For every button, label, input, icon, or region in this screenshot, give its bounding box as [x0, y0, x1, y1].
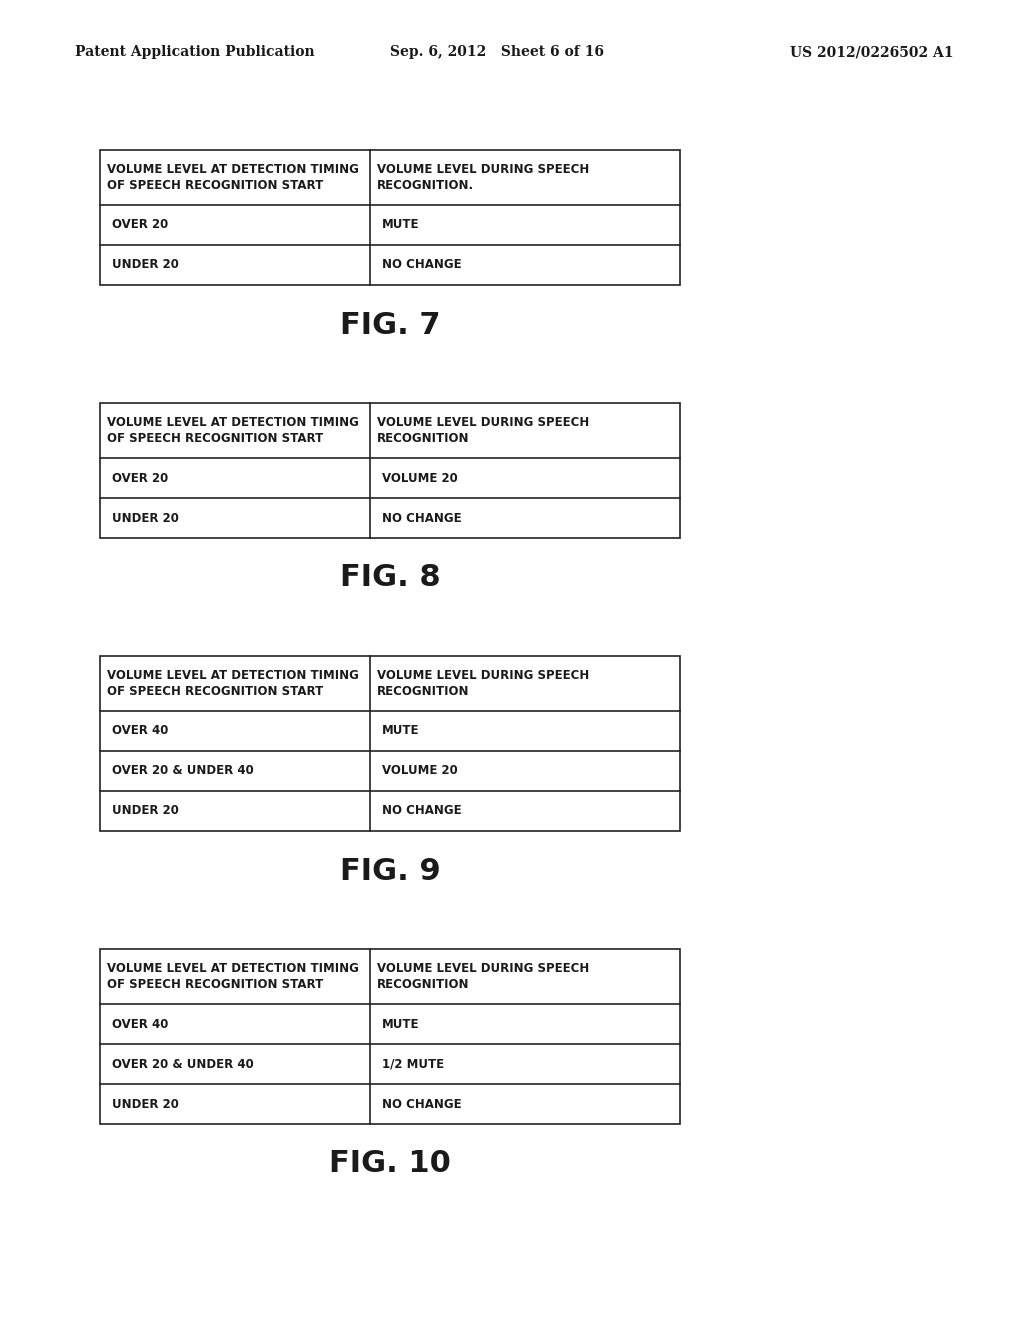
Text: OVER 40: OVER 40	[112, 1018, 168, 1031]
Text: NO CHANGE: NO CHANGE	[382, 1097, 462, 1110]
Text: FIG. 10: FIG. 10	[329, 1150, 451, 1179]
Text: Sep. 6, 2012   Sheet 6 of 16: Sep. 6, 2012 Sheet 6 of 16	[390, 45, 604, 59]
Text: UNDER 20: UNDER 20	[112, 804, 179, 817]
Text: VOLUME LEVEL DURING SPEECH
RECOGNITION: VOLUME LEVEL DURING SPEECH RECOGNITION	[377, 962, 589, 991]
Text: NO CHANGE: NO CHANGE	[382, 511, 462, 524]
Text: VOLUME 20: VOLUME 20	[382, 471, 458, 484]
Text: FIG. 9: FIG. 9	[340, 857, 440, 886]
Text: FIG. 8: FIG. 8	[340, 564, 440, 593]
Text: FIG. 7: FIG. 7	[340, 310, 440, 339]
Text: VOLUME LEVEL DURING SPEECH
RECOGNITION: VOLUME LEVEL DURING SPEECH RECOGNITION	[377, 416, 589, 445]
Text: UNDER 20: UNDER 20	[112, 1097, 179, 1110]
Text: OVER 20 & UNDER 40: OVER 20 & UNDER 40	[112, 1057, 254, 1071]
Text: UNDER 20: UNDER 20	[112, 511, 179, 524]
Text: VOLUME LEVEL DURING SPEECH
RECOGNITION.: VOLUME LEVEL DURING SPEECH RECOGNITION.	[377, 162, 589, 193]
Text: OVER 20: OVER 20	[112, 219, 168, 231]
Text: VOLUME LEVEL AT DETECTION TIMING
OF SPEECH RECOGNITION START: VOLUME LEVEL AT DETECTION TIMING OF SPEE…	[106, 669, 358, 698]
Text: US 2012/0226502 A1: US 2012/0226502 A1	[790, 45, 953, 59]
Text: NO CHANGE: NO CHANGE	[382, 259, 462, 272]
Text: VOLUME LEVEL AT DETECTION TIMING
OF SPEECH RECOGNITION START: VOLUME LEVEL AT DETECTION TIMING OF SPEE…	[106, 162, 358, 193]
Text: OVER 20: OVER 20	[112, 471, 168, 484]
Text: 1/2 MUTE: 1/2 MUTE	[382, 1057, 443, 1071]
Text: VOLUME LEVEL DURING SPEECH
RECOGNITION: VOLUME LEVEL DURING SPEECH RECOGNITION	[377, 669, 589, 698]
Bar	[100, 150, 680, 285]
Text: MUTE: MUTE	[382, 1018, 419, 1031]
Text: Patent Application Publication: Patent Application Publication	[75, 45, 314, 59]
Text: MUTE: MUTE	[382, 219, 419, 231]
Bar	[100, 403, 680, 539]
Text: VOLUME LEVEL AT DETECTION TIMING
OF SPEECH RECOGNITION START: VOLUME LEVEL AT DETECTION TIMING OF SPEE…	[106, 416, 358, 445]
Text: OVER 20 & UNDER 40: OVER 20 & UNDER 40	[112, 764, 254, 777]
Text: UNDER 20: UNDER 20	[112, 259, 179, 272]
Text: OVER 40: OVER 40	[112, 725, 168, 738]
Text: MUTE: MUTE	[382, 725, 419, 738]
Text: VOLUME 20: VOLUME 20	[382, 764, 458, 777]
Text: VOLUME LEVEL AT DETECTION TIMING
OF SPEECH RECOGNITION START: VOLUME LEVEL AT DETECTION TIMING OF SPEE…	[106, 962, 358, 991]
Text: NO CHANGE: NO CHANGE	[382, 804, 462, 817]
Bar	[100, 949, 680, 1125]
Bar	[100, 656, 680, 832]
